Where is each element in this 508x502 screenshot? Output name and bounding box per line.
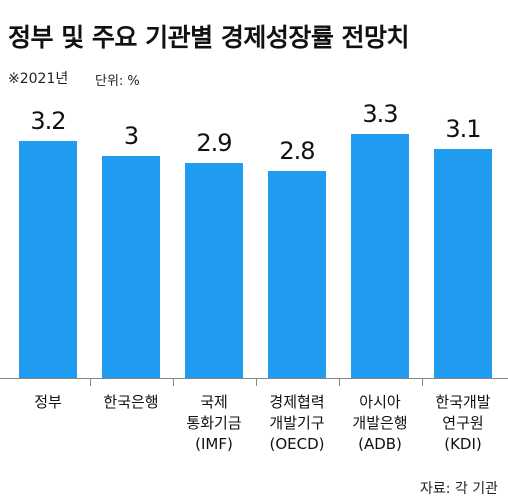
value-label: 2.8 <box>279 136 315 165</box>
x-tick-label: 한국은행 <box>103 393 159 411</box>
value-label: 2.9 <box>196 129 232 158</box>
baseline <box>0 378 508 379</box>
source: 자료: 각 기관 <box>419 481 498 497</box>
category-separator <box>421 378 423 386</box>
subtitle: ※2021년 <box>8 71 69 87</box>
bar <box>19 141 77 378</box>
bar <box>185 163 243 378</box>
bar <box>351 133 409 378</box>
x-tick-label: 아시아 개발은행 (ADB) <box>352 393 408 453</box>
x-tick-label: 정부 <box>34 393 62 411</box>
unit-label: 단위: % <box>95 74 140 89</box>
value-label: 3.1 <box>445 114 481 143</box>
bar <box>434 148 492 378</box>
category-separator <box>172 378 174 386</box>
category-separator <box>255 378 257 386</box>
category-separator <box>338 378 340 386</box>
x-tick-label: 경제협력 개발기구 (OECD) <box>269 393 325 453</box>
x-tick-label: 국제 통화기금 (IMF) <box>186 393 242 453</box>
chart-title: 정부 및 주요 기관별 경제성장률 전망치 <box>8 23 410 52</box>
value-label: 3.3 <box>362 99 398 128</box>
category-separator <box>89 378 91 386</box>
value-label: 3.2 <box>30 107 66 136</box>
bar <box>102 156 160 378</box>
value-label: 3 <box>123 122 139 150</box>
bar <box>268 170 326 378</box>
x-tick-label: 한국개발 연구원 (KDI) <box>435 393 491 453</box>
